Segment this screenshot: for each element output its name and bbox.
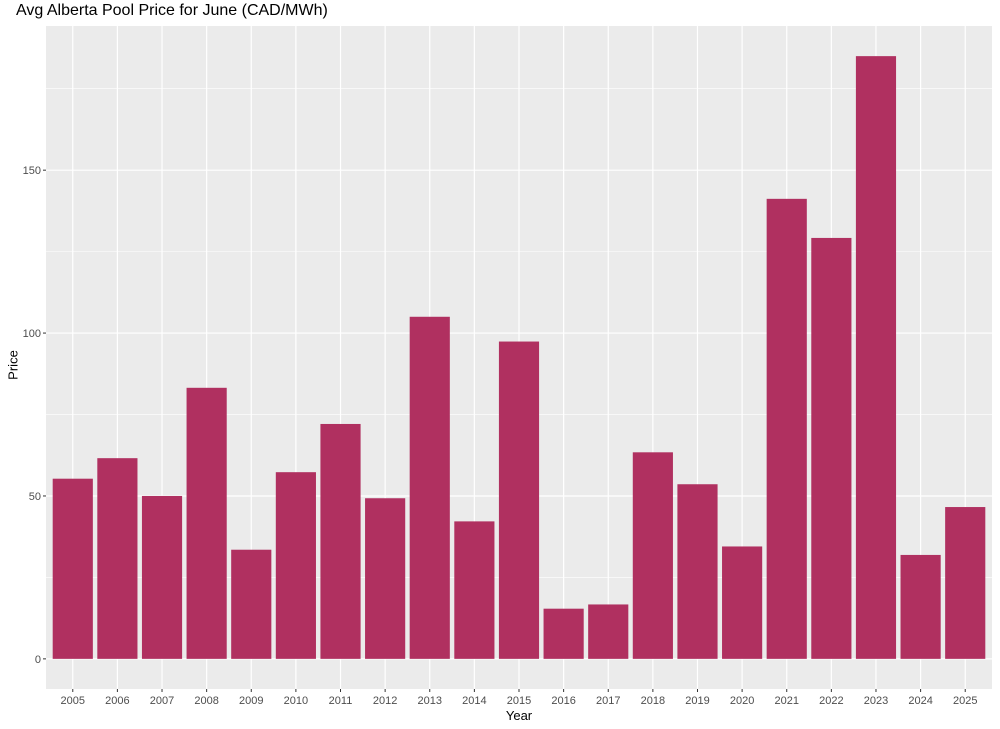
x-tick-label: 2020 [730,695,754,707]
x-tick-label: 2019 [685,695,709,707]
x-tick-label: 2017 [596,695,620,707]
y-tick-label: 100 [23,328,41,340]
bar-2010 [275,472,316,659]
y-tick-label: 0 [35,654,41,666]
bar-2020 [722,546,763,659]
x-tick-label: 2006 [105,695,129,707]
x-tick-label: 2021 [774,695,798,707]
bar-2016 [543,608,584,659]
x-tick-label: 2023 [864,695,888,707]
bar-2006 [97,458,138,659]
y-tick-label: 150 [23,165,41,177]
x-tick-label: 2010 [284,695,308,707]
bar-2019 [677,484,718,659]
bar-2012 [365,498,406,659]
bar-2007 [141,495,183,659]
chart-title: Avg Alberta Pool Price for June (CAD/MWh… [16,2,328,19]
x-tick-label: 2012 [373,695,397,707]
bar-2024 [900,554,941,659]
bar-2025 [945,507,986,659]
x-tick-label: 2009 [239,695,263,707]
bar-2009 [231,549,272,659]
bar-2017 [588,604,629,659]
bar-2015 [498,341,540,659]
bar-2021 [766,198,807,659]
x-tick-label: 2014 [462,695,486,707]
x-tick-label: 2007 [150,695,174,707]
x-tick-label: 2013 [418,695,442,707]
x-tick-label: 2025 [953,695,977,707]
y-tick-label: 50 [29,491,41,503]
x-tick-label: 2005 [61,695,85,707]
bar-2014 [454,521,495,659]
x-tick-label: 2018 [641,695,665,707]
x-tick-label: 2011 [329,695,353,707]
bar-2023 [855,56,897,659]
x-axis-title: Year [505,708,533,723]
bar-2022 [811,237,852,659]
x-tick-label: 2008 [194,695,218,707]
bar-2011 [320,423,361,659]
bar-2013 [409,316,450,659]
bar-2005 [52,478,93,659]
x-tick-label: 2016 [551,695,575,707]
x-tick-label: 2015 [507,695,531,707]
x-tick-label: 2022 [819,695,843,707]
bar-2008 [186,387,227,659]
bar-2018 [632,452,673,659]
x-tick-label: 2024 [908,695,932,707]
